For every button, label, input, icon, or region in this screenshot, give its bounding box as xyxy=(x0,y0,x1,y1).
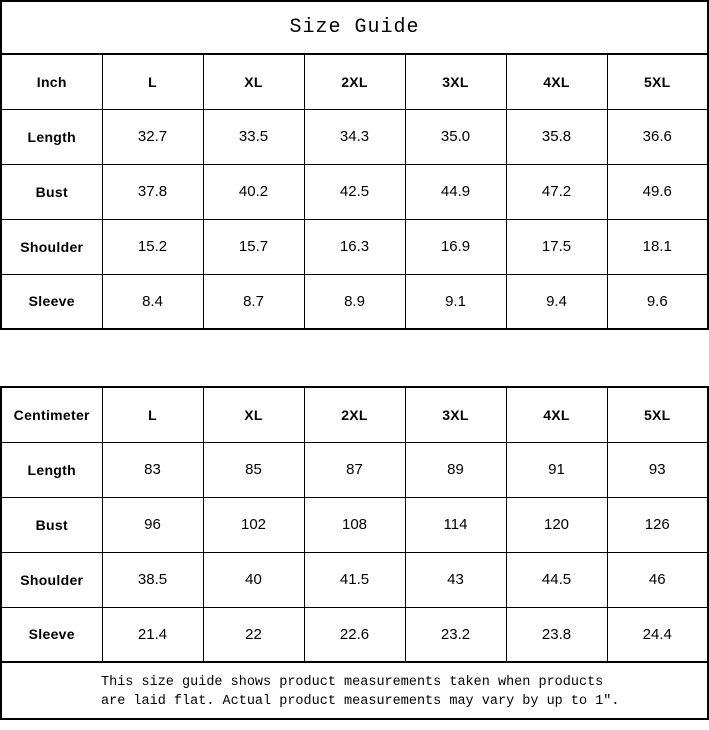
row-label-cell: Length xyxy=(0,108,103,165)
page-title: Size Guide xyxy=(0,0,709,55)
size-header-cell-4xl: 4XL xyxy=(505,386,608,443)
table-gap xyxy=(0,330,709,386)
value-cell: 9.4 xyxy=(505,273,608,330)
size-header-cell-5xl: 5XL xyxy=(606,53,709,110)
table-row-shoulder: Shoulder 15.2 15.7 16.3 16.9 17.5 18.1 xyxy=(0,218,709,275)
value-cell: 16.3 xyxy=(303,218,406,275)
value-cell: 40 xyxy=(202,551,305,608)
value-cell: 15.2 xyxy=(101,218,204,275)
value-cell: 46 xyxy=(606,551,709,608)
value-cell: 120 xyxy=(505,496,608,553)
size-header-cell-2xl: 2XL xyxy=(303,386,406,443)
value-cell: 18.1 xyxy=(606,218,709,275)
header-row-inch: Inch L XL 2XL 3XL 4XL 5XL xyxy=(0,53,709,110)
value-cell: 41.5 xyxy=(303,551,406,608)
table-row-sleeve: Sleeve 21.4 22 22.6 23.2 23.8 24.4 xyxy=(0,606,709,663)
value-cell: 8.4 xyxy=(101,273,204,330)
table-row-sleeve: Sleeve 8.4 8.7 8.9 9.1 9.4 9.6 xyxy=(0,273,709,330)
value-cell: 21.4 xyxy=(101,606,204,663)
footer-note-line2: are laid flat. Actual product measuremen… xyxy=(101,694,620,709)
size-header-cell-4xl: 4XL xyxy=(505,53,608,110)
size-header-cell-3xl: 3XL xyxy=(404,53,507,110)
value-cell: 33.5 xyxy=(202,108,305,165)
value-cell: 8.7 xyxy=(202,273,305,330)
table-row-length: Length 32.7 33.5 34.3 35.0 35.8 36.6 xyxy=(0,108,709,165)
value-cell: 35.8 xyxy=(505,108,608,165)
row-label-cell: Sleeve xyxy=(0,606,103,663)
value-cell: 37.8 xyxy=(101,163,204,220)
value-cell: 108 xyxy=(303,496,406,553)
value-cell: 32.7 xyxy=(101,108,204,165)
value-cell: 9.6 xyxy=(606,273,709,330)
row-label-cell: Bust xyxy=(0,163,103,220)
value-cell: 15.7 xyxy=(202,218,305,275)
size-header-cell-l: L xyxy=(101,53,204,110)
size-header-cell-xl: XL xyxy=(202,53,305,110)
row-label-cell: Shoulder xyxy=(0,218,103,275)
table-row-bust: Bust 37.8 40.2 42.5 44.9 47.2 49.6 xyxy=(0,163,709,220)
value-cell: 102 xyxy=(202,496,305,553)
value-cell: 23.2 xyxy=(404,606,507,663)
value-cell: 85 xyxy=(202,441,305,498)
unit-header-cell: Inch xyxy=(0,53,103,110)
row-label-cell: Sleeve xyxy=(0,273,103,330)
value-cell: 91 xyxy=(505,441,608,498)
row-label-cell: Length xyxy=(0,441,103,498)
value-cell: 38.5 xyxy=(101,551,204,608)
value-cell: 89 xyxy=(404,441,507,498)
value-cell: 34.3 xyxy=(303,108,406,165)
header-row-centimeter: Centimeter L XL 2XL 3XL 4XL 5XL xyxy=(0,386,709,443)
size-header-cell-l: L xyxy=(101,386,204,443)
value-cell: 43 xyxy=(404,551,507,608)
value-cell: 42.5 xyxy=(303,163,406,220)
value-cell: 93 xyxy=(606,441,709,498)
value-cell: 49.6 xyxy=(606,163,709,220)
value-cell: 36.6 xyxy=(606,108,709,165)
footer-note: This size guide shows product measuremen… xyxy=(0,661,709,720)
value-cell: 16.9 xyxy=(404,218,507,275)
table-row-length: Length 83 85 87 89 91 93 xyxy=(0,441,709,498)
value-cell: 35.0 xyxy=(404,108,507,165)
size-header-cell-5xl: 5XL xyxy=(606,386,709,443)
table-row-bust: Bust 96 102 108 114 120 126 xyxy=(0,496,709,553)
value-cell: 22 xyxy=(202,606,305,663)
value-cell: 9.1 xyxy=(404,273,507,330)
value-cell: 23.8 xyxy=(505,606,608,663)
value-cell: 126 xyxy=(606,496,709,553)
footer-note-line1: This size guide shows product measuremen… xyxy=(101,675,604,690)
unit-header-cell: Centimeter xyxy=(0,386,103,443)
value-cell: 83 xyxy=(101,441,204,498)
size-header-cell-xl: XL xyxy=(202,386,305,443)
size-header-cell-2xl: 2XL xyxy=(303,53,406,110)
size-header-cell-3xl: 3XL xyxy=(404,386,507,443)
size-table-inch: Inch L XL 2XL 3XL 4XL 5XL Length 32.7 33… xyxy=(0,53,709,330)
value-cell: 44.5 xyxy=(505,551,608,608)
value-cell: 22.6 xyxy=(303,606,406,663)
value-cell: 17.5 xyxy=(505,218,608,275)
size-table-centimeter: Centimeter L XL 2XL 3XL 4XL 5XL Length 8… xyxy=(0,386,709,663)
value-cell: 44.9 xyxy=(404,163,507,220)
row-label-cell: Bust xyxy=(0,496,103,553)
value-cell: 47.2 xyxy=(505,163,608,220)
table-row-shoulder: Shoulder 38.5 40 41.5 43 44.5 46 xyxy=(0,551,709,608)
value-cell: 96 xyxy=(101,496,204,553)
value-cell: 24.4 xyxy=(606,606,709,663)
value-cell: 40.2 xyxy=(202,163,305,220)
value-cell: 114 xyxy=(404,496,507,553)
value-cell: 87 xyxy=(303,441,406,498)
value-cell: 8.9 xyxy=(303,273,406,330)
row-label-cell: Shoulder xyxy=(0,551,103,608)
